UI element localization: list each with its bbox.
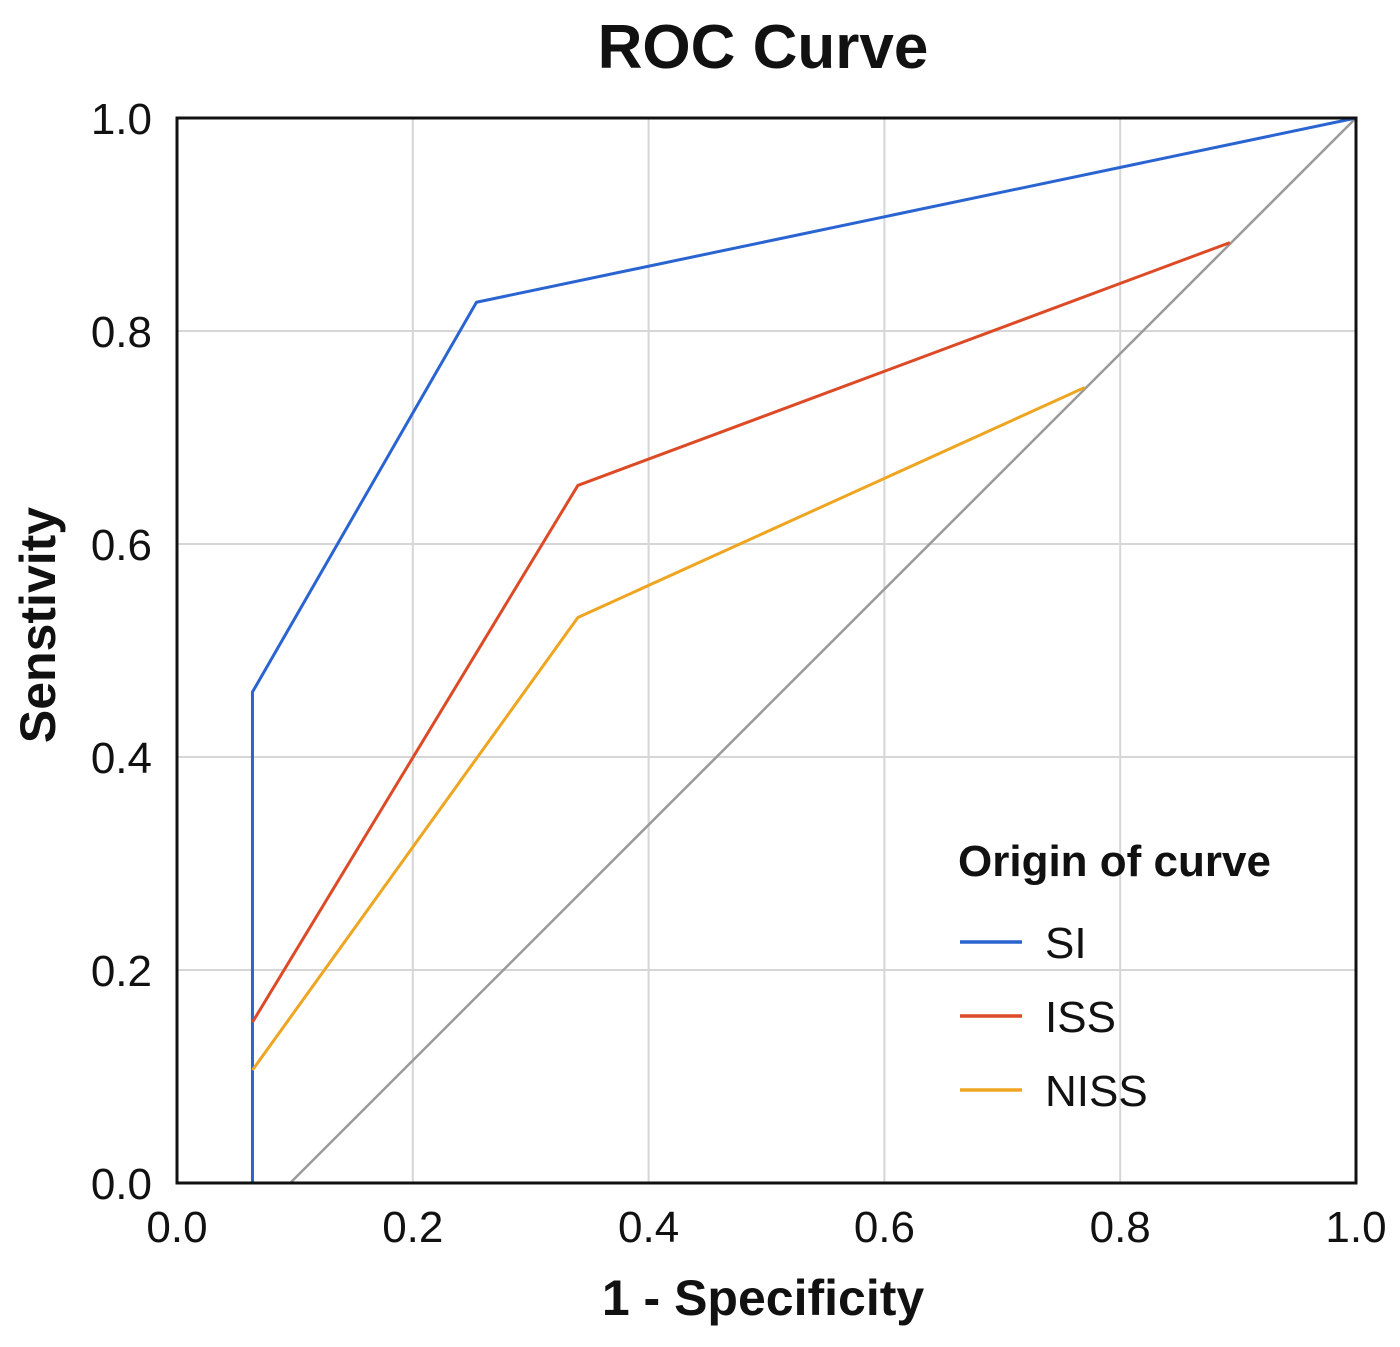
legend-label-niss: NISS bbox=[1045, 1067, 1148, 1116]
legend-title: Origin of curve bbox=[958, 837, 1271, 886]
x-tick-label: 0.8 bbox=[1090, 1203, 1151, 1252]
x-tick-label: 1.0 bbox=[1325, 1203, 1386, 1252]
grid bbox=[176, 117, 1357, 1184]
series-line-si bbox=[250, 116, 1357, 1183]
x-tick-label: 0.4 bbox=[618, 1203, 679, 1252]
y-tick-label: 0.0 bbox=[91, 1160, 152, 1209]
legend: Origin of curve SI ISS NISS bbox=[958, 837, 1271, 1116]
y-tick-label: 0.4 bbox=[91, 734, 152, 783]
chart-title: ROC Curve bbox=[598, 13, 929, 82]
y-tick-label: 1.0 bbox=[91, 95, 152, 144]
x-tick-label: 0.2 bbox=[382, 1203, 443, 1252]
reference-diagonal bbox=[289, 117, 1357, 1184]
series-lines bbox=[250, 116, 1357, 1183]
y-axis-label: Senstivity bbox=[10, 507, 66, 743]
series-line-iss bbox=[251, 241, 1231, 1023]
y-tick-label: 0.6 bbox=[91, 521, 152, 570]
legend-label-si: SI bbox=[1045, 919, 1087, 968]
tick-labels: 0.0 0.2 0.4 0.6 0.8 1.0 0.0 0.2 0.4 0.6 0.8 1.0 bbox=[91, 95, 1387, 1252]
series-line-niss bbox=[251, 386, 1086, 1071]
y-tick-label: 0.8 bbox=[91, 308, 152, 357]
legend-label-iss: ISS bbox=[1045, 993, 1116, 1042]
plot-frame bbox=[175, 116, 1358, 1185]
x-tick-label: 0.0 bbox=[146, 1203, 207, 1252]
x-axis-label: 1 - Specificity bbox=[602, 1270, 925, 1326]
x-tick-label: 0.6 bbox=[854, 1203, 915, 1252]
y-tick-label: 0.2 bbox=[91, 947, 152, 996]
